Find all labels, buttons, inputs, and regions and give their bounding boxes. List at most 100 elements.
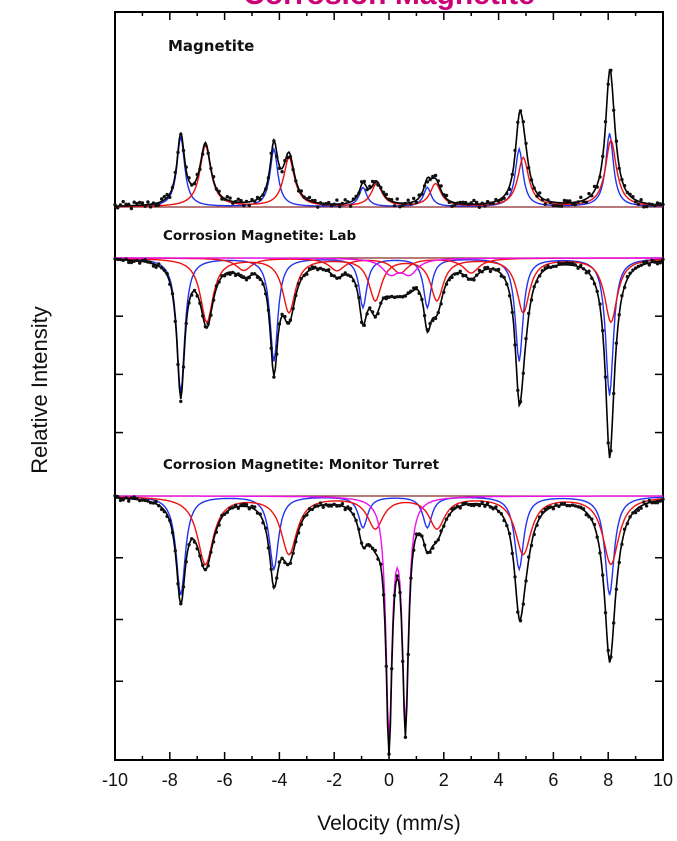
data-point	[321, 202, 325, 206]
data-point	[365, 543, 369, 547]
data-point	[392, 295, 397, 300]
data-point	[447, 513, 451, 517]
data-point	[124, 496, 128, 500]
data-point	[595, 185, 599, 189]
data-point	[507, 532, 512, 536]
data-point	[236, 197, 240, 201]
data-point	[140, 498, 145, 502]
data-point	[543, 266, 547, 270]
data-point	[436, 310, 440, 315]
data-point	[592, 522, 597, 527]
data-point	[162, 195, 166, 199]
data-point	[228, 506, 232, 510]
data-point	[181, 585, 186, 589]
plot-frame	[114, 11, 664, 761]
data-point	[527, 311, 531, 316]
data-point	[477, 503, 482, 508]
data-point	[220, 513, 224, 518]
data-point	[606, 648, 610, 653]
data-point	[332, 502, 336, 506]
data-point	[579, 195, 583, 199]
data-point	[431, 546, 435, 550]
data-point	[532, 532, 536, 537]
data-point	[277, 560, 282, 564]
data-point	[469, 503, 473, 508]
data-point	[168, 282, 172, 286]
data-point	[280, 556, 284, 560]
data-point	[357, 191, 361, 195]
data-point	[143, 498, 147, 503]
data-point	[307, 267, 312, 271]
data-point	[658, 499, 662, 503]
x-axis-label: Velocity (mm/s)	[317, 812, 461, 835]
data-point	[332, 202, 336, 206]
data-point	[253, 505, 257, 509]
data-point	[348, 204, 353, 208]
component-site_a	[115, 258, 664, 396]
data-point	[655, 201, 660, 205]
data-point	[132, 259, 136, 263]
data-point	[118, 257, 123, 262]
data-point	[612, 108, 616, 112]
data-point	[170, 185, 175, 190]
data-point	[647, 498, 651, 503]
data-point	[639, 198, 643, 202]
data-point	[620, 542, 624, 547]
data-point	[477, 205, 482, 209]
data-point	[581, 200, 586, 204]
data-point	[584, 513, 588, 517]
data-point	[584, 271, 588, 275]
data-point	[420, 297, 424, 302]
data-point	[499, 274, 503, 278]
data-point	[233, 273, 238, 278]
data-point	[327, 504, 331, 508]
data-point	[165, 192, 169, 197]
data-point	[143, 204, 147, 208]
data-point	[250, 504, 254, 508]
data-point	[625, 521, 630, 526]
data-point	[485, 501, 490, 505]
data-point	[622, 527, 627, 531]
data-point	[138, 498, 142, 503]
data-point	[217, 523, 221, 527]
data-point	[381, 296, 386, 300]
data-point	[573, 202, 577, 207]
data-point	[579, 263, 583, 268]
data-point	[502, 196, 506, 200]
data-point	[354, 518, 358, 523]
data-point	[403, 294, 408, 298]
data-point	[516, 610, 520, 614]
data-point	[458, 506, 462, 510]
data-point	[540, 198, 545, 202]
data-point	[173, 319, 177, 324]
data-point	[195, 547, 199, 551]
data-point	[516, 120, 520, 125]
data-point	[480, 201, 484, 205]
data-point	[576, 266, 580, 270]
component-paramagnetic	[115, 257, 663, 277]
data-point	[636, 202, 640, 206]
data-point	[190, 293, 194, 297]
data-point	[527, 555, 531, 559]
data-point	[261, 521, 265, 525]
data-point	[146, 499, 150, 503]
data-point	[370, 310, 375, 314]
data-point	[209, 313, 213, 317]
data-point	[466, 277, 471, 281]
data-point	[620, 294, 624, 298]
data-point	[305, 197, 309, 201]
data-point	[247, 203, 251, 208]
data-point	[412, 548, 416, 552]
data-point	[439, 184, 443, 188]
data-point	[461, 200, 465, 204]
data-point	[373, 180, 377, 184]
data-point	[354, 194, 358, 198]
data-point	[420, 534, 424, 538]
data-point	[510, 310, 514, 315]
y-axis-label: Relative Intensity	[27, 306, 52, 474]
data-point	[236, 272, 240, 276]
data-point	[491, 267, 495, 271]
data-point	[266, 176, 271, 180]
data-point	[266, 308, 271, 312]
data-point	[406, 652, 410, 657]
